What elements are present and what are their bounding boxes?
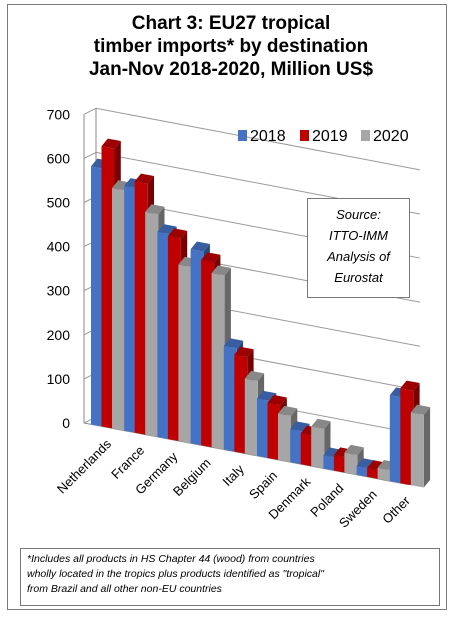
x-tick-label: Netherlands xyxy=(54,436,115,497)
bar-top-2020 xyxy=(311,418,331,429)
bar-top-2019 xyxy=(234,346,254,358)
source-line-2: ITTO-IMM xyxy=(329,228,388,243)
y-tick-label: 200 xyxy=(47,327,71,343)
bar-2019-netherlands xyxy=(101,146,115,429)
bar-2018-italy xyxy=(223,345,237,453)
bar-top-2018 xyxy=(223,338,244,349)
chart-title-line-3: Jan-Nov 2018-2020, Million US$ xyxy=(88,59,374,80)
gridline xyxy=(95,107,421,171)
bar-2018-spain xyxy=(257,398,270,459)
bar-2020-italy xyxy=(244,378,258,457)
bar-2020-netherlands xyxy=(112,187,125,431)
bar-2019-other xyxy=(400,388,414,486)
bar-top-2020 xyxy=(344,444,364,456)
chart-title-line-1: Chart 3: EU27 tropical xyxy=(131,13,331,34)
bar-2018-other xyxy=(389,395,403,484)
y-tick-label: 0 xyxy=(62,415,70,431)
bar-top-2020 xyxy=(244,370,265,382)
gridline-side xyxy=(83,151,97,159)
legend-label-2020: 2020 xyxy=(373,128,409,145)
footnote-line-1: *Includes all products in HS Chapter 44 … xyxy=(27,553,315,565)
bar-top-2020 xyxy=(211,265,231,276)
x-tick-label: Poland xyxy=(307,480,346,519)
x-tick-label: Italy xyxy=(219,461,247,489)
bar-2018-belgium xyxy=(190,249,204,446)
bar-2020-other xyxy=(410,412,424,488)
bar-top-2020 xyxy=(145,204,165,215)
y-tick-label: 700 xyxy=(47,106,71,122)
bar-2020-spain xyxy=(278,413,291,463)
legend-swatch-2019 xyxy=(300,130,309,141)
bar-2018-netherlands xyxy=(91,166,104,427)
legend-label-2018: 2018 xyxy=(250,128,286,145)
bar-top-2020 xyxy=(410,404,431,415)
bar-2020-denmark xyxy=(311,426,325,469)
bar-2020-belgium xyxy=(211,273,225,450)
bar-2019-denmark xyxy=(300,433,314,467)
bar-top-2019 xyxy=(201,252,221,263)
x-tick-label: France xyxy=(108,443,147,482)
bar-top-2019 xyxy=(167,228,188,239)
bar-top-2018 xyxy=(190,241,210,252)
bar-top-2020 xyxy=(278,405,298,417)
y-tick-label: 500 xyxy=(47,195,71,211)
bar-2018-sweden xyxy=(356,465,370,478)
bar-2019-france xyxy=(134,181,148,436)
x-tick-label: Other xyxy=(379,493,413,527)
y-tick-label: 100 xyxy=(47,371,71,387)
bar-top-2019 xyxy=(134,173,154,184)
bar-2018-germany xyxy=(157,231,171,440)
bar-2020-sweden xyxy=(377,467,391,482)
bar-2020-france xyxy=(145,211,159,438)
footnote-line-3: from Brazil and all other non-EU countri… xyxy=(27,583,222,595)
bar-2020-germany xyxy=(178,264,192,444)
bar-2019-poland xyxy=(333,455,347,473)
bar-2020-poland xyxy=(344,452,358,475)
bar-2019-spain xyxy=(267,402,281,461)
gridline-side xyxy=(83,107,97,115)
bar-2018-denmark xyxy=(290,429,304,465)
bar-2018-france xyxy=(124,185,138,434)
bar-2019-italy xyxy=(234,354,248,455)
legend-label-2019: 2019 xyxy=(312,128,348,145)
legend-swatch-2020 xyxy=(361,130,370,141)
bar-top-2019 xyxy=(400,380,420,391)
source-line-1: Source: xyxy=(336,207,381,222)
bar-side-2020 xyxy=(423,407,431,488)
x-tick-label: Spain xyxy=(246,468,280,502)
footnote-line-2: wholly located in the tropics plus produ… xyxy=(27,568,324,580)
bar-top-2019 xyxy=(267,395,287,406)
y-tick-label: 300 xyxy=(47,283,71,299)
bar-top-2019 xyxy=(101,138,121,149)
bar-2019-germany xyxy=(167,236,181,442)
bar-2019-sweden xyxy=(367,467,381,480)
y-tick-label: 600 xyxy=(47,150,71,166)
footnote-box: *Includes all products in HS Chapter 44 … xyxy=(20,548,440,606)
source-line-3: Analysis of xyxy=(327,249,390,264)
source-annotation-box: Source: ITTO-IMM Analysis of Eurostat xyxy=(307,198,410,298)
y-tick-label: 400 xyxy=(47,239,71,255)
source-line-4: Eurostat xyxy=(334,270,383,285)
bar-2018-poland xyxy=(323,455,337,471)
chart-title-line-2: timber imports* by destination xyxy=(93,36,369,57)
bar-2019-belgium xyxy=(201,260,215,448)
legend-swatch-2018 xyxy=(238,130,247,141)
